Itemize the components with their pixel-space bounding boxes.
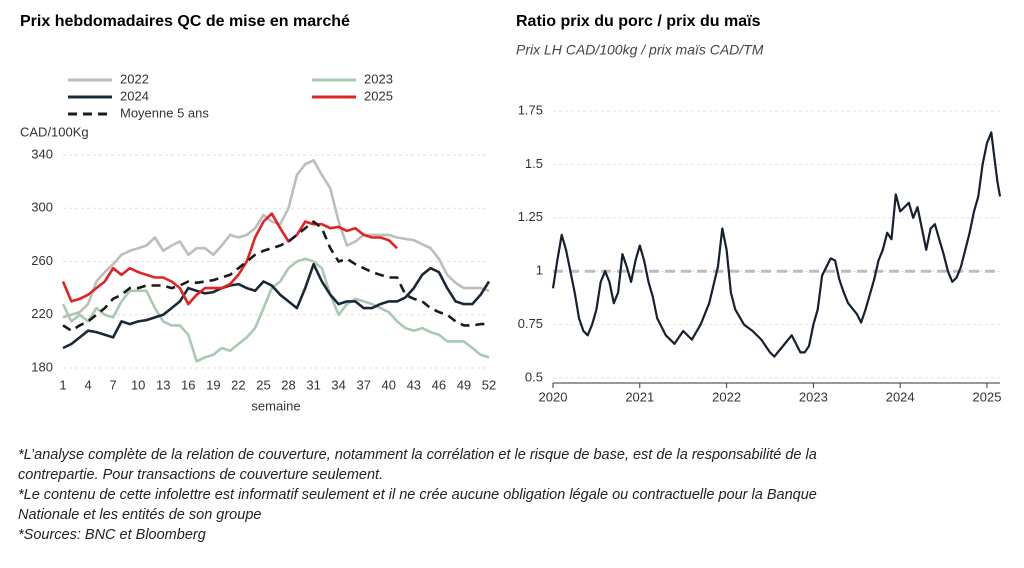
y-tick-label: 1.25 xyxy=(518,209,543,224)
x-tick-label: 7 xyxy=(110,377,117,392)
legend-label: Moyenne 5 ans xyxy=(120,105,209,120)
x-tick-label: 16 xyxy=(181,377,195,392)
y-tick-label: 0.75 xyxy=(518,316,543,331)
x-axis-label: semaine xyxy=(251,398,300,413)
x-tick-label: 10 xyxy=(131,377,145,392)
y-tick-label: 260 xyxy=(31,253,53,268)
y-tick-label: 1 xyxy=(536,263,543,278)
x-tick-label: 52 xyxy=(482,377,496,392)
x-tick-label: 2025 xyxy=(973,389,1002,404)
data-line xyxy=(61,212,399,306)
data-line xyxy=(551,131,1002,358)
legend-label: 2024 xyxy=(120,88,149,103)
x-tick-label: 25 xyxy=(256,377,270,392)
x-tick-label: 2021 xyxy=(625,389,654,404)
x-tick-label: 2024 xyxy=(886,389,915,404)
x-tick-label: 2023 xyxy=(799,389,828,404)
x-tick-label: 31 xyxy=(306,377,320,392)
data-line xyxy=(61,257,490,363)
charts: Prix hebdomadaires QC de mise en marché C… xyxy=(20,13,1002,413)
data-line xyxy=(62,262,491,350)
x-tick-label: 40 xyxy=(382,377,396,392)
x-tick-label: 22 xyxy=(231,377,245,392)
x-tick-label: 19 xyxy=(206,377,220,392)
y-tick-label: 1.75 xyxy=(518,102,543,117)
x-tick-label: 13 xyxy=(156,377,170,392)
x-tick-label: 34 xyxy=(331,377,345,392)
legend-label: 2022 xyxy=(120,71,149,86)
legend-label: 2025 xyxy=(364,88,393,103)
y-tick-label: 340 xyxy=(31,146,53,161)
footnotes: *L’analyse complète de la relation de co… xyxy=(18,445,818,545)
footnote: *Sources: BNC et Bloomberg xyxy=(18,527,206,543)
y-axis-label: CAD/100Kg xyxy=(20,124,89,139)
x-tick-label: 49 xyxy=(457,377,471,392)
y-tick-label: 300 xyxy=(31,200,53,215)
x-tick-label: 46 xyxy=(432,377,446,392)
x-tick-label: 43 xyxy=(407,377,421,392)
x-tick-label: 1 xyxy=(59,377,66,392)
y-tick-label: 220 xyxy=(31,306,53,321)
chart-title: Prix hebdomadaires QC de mise en marché xyxy=(20,13,350,30)
footnote: *L’analyse complète de la relation de co… xyxy=(18,447,817,483)
data-line xyxy=(62,220,489,332)
y-tick-label: 1.5 xyxy=(525,156,543,171)
footnote: *Le contenu de cette infolettre est info… xyxy=(18,487,817,523)
x-tick-label: 37 xyxy=(356,377,370,392)
x-tick-label: 2020 xyxy=(539,389,568,404)
legend-label: 2023 xyxy=(364,71,393,86)
x-tick-label: 4 xyxy=(84,377,91,392)
y-tick-label: 0.5 xyxy=(525,369,543,384)
y-tick-label: 180 xyxy=(31,359,53,374)
chart-title: Ratio prix du porc / prix du maïs xyxy=(516,13,761,30)
chart-subtitle: Prix LH CAD/100kg / prix maïs CAD/TM xyxy=(516,42,764,58)
x-tick-label: 28 xyxy=(281,377,295,392)
x-tick-label: 2022 xyxy=(712,389,741,404)
